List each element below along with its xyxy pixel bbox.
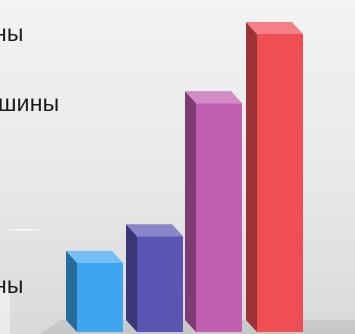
bar-2: [126, 224, 183, 332]
bar-1: [66, 250, 123, 332]
bar-2-side: [126, 224, 137, 332]
label-top: ны: [0, 20, 24, 46]
bar-3-side: [185, 91, 196, 332]
bar-3: [185, 91, 242, 332]
bar-4-top: [246, 22, 303, 34]
bar-2-front: [137, 236, 183, 332]
bar-4: [246, 22, 303, 332]
bar-2-top: [126, 224, 183, 237]
label-middle: шины: [0, 90, 60, 116]
bar-3-top: [185, 91, 242, 104]
left-panel-edge: [0, 284, 10, 334]
label-bottom: ны: [0, 272, 24, 298]
bar-1-side: [66, 250, 77, 332]
bar-1-front: [77, 262, 123, 332]
bar-3-front: [196, 103, 242, 332]
bar-4-front: [257, 34, 303, 332]
bar-4-side: [246, 22, 257, 332]
faint-divider: [0, 229, 48, 231]
bar-1-top: [66, 250, 123, 263]
